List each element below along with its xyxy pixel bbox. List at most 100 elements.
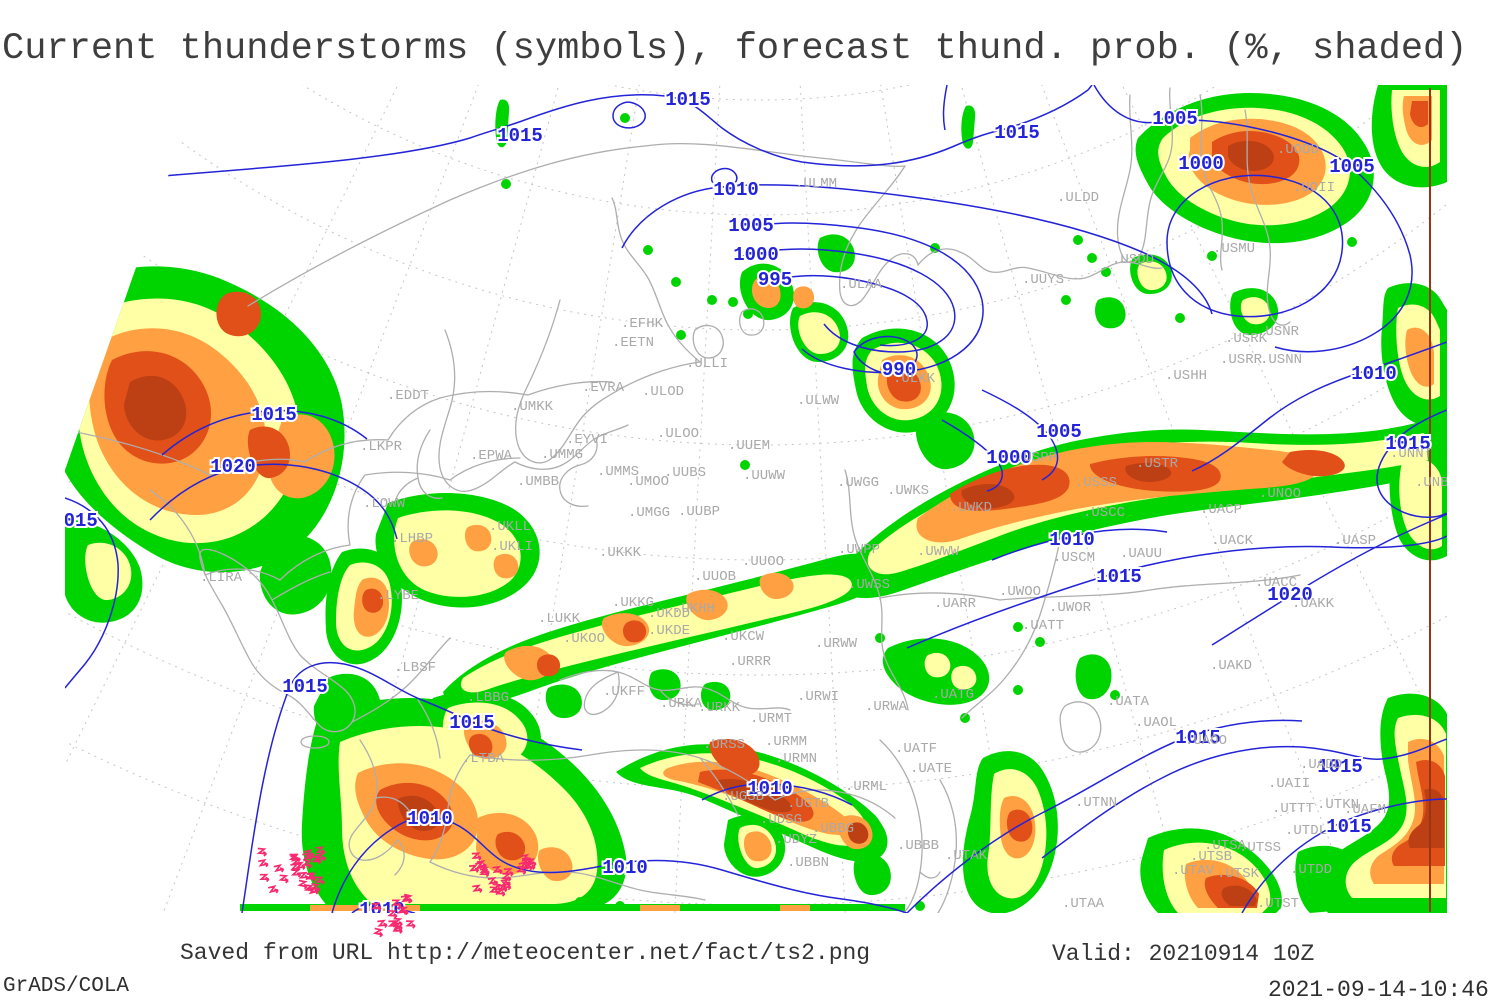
station-label: .UTKN <box>1317 797 1359 813</box>
isobar-label: 1000 <box>733 244 779 266</box>
station-label: .UKDD <box>648 606 690 622</box>
coastline <box>348 699 441 876</box>
station-label: .UATA <box>1107 694 1150 710</box>
station-label: .UUOB <box>694 569 736 585</box>
isobar-label: 1010 <box>1049 529 1095 551</box>
prob-region-g <box>1013 685 1023 695</box>
station-label: .UARR <box>934 596 977 612</box>
coastline <box>838 165 919 307</box>
grads-credit: GrADS/COLA <box>3 975 130 998</box>
isobar-label: 1015 <box>1175 727 1221 749</box>
prob-region-o <box>780 905 810 911</box>
station-label: .LYBE <box>377 588 419 604</box>
station-label: .URML <box>845 779 887 795</box>
station-label: .UKHH <box>673 601 715 617</box>
coastline <box>644 142 906 168</box>
station-label: .UTSK <box>1217 866 1260 882</box>
coastline <box>1244 109 1291 326</box>
station-label: .UATF <box>895 741 937 757</box>
station-label: .USSS <box>1075 475 1117 491</box>
station-label: .UUYS <box>1022 272 1064 288</box>
prob-region-r <box>1282 450 1345 477</box>
prob-region-g <box>643 245 653 255</box>
station-label: .ULKK <box>893 371 936 387</box>
station-label: .UMMG <box>541 447 583 463</box>
valid-time-text: Valid: 20210914 10Z <box>1052 941 1315 967</box>
coastline <box>699 757 896 819</box>
station-label: .UWGG <box>837 475 879 491</box>
station-label: .UTDL <box>1285 823 1327 839</box>
station-label: .LKPR <box>360 439 403 455</box>
storm-symbol <box>257 858 270 869</box>
station-label: .UWKS <box>887 483 929 499</box>
isobar-label: 1010 <box>713 179 759 201</box>
prob-region-g <box>875 633 885 643</box>
station-label: .UADD <box>1300 757 1342 773</box>
station-label: .USNN <box>1260 352 1302 368</box>
prob-region-g <box>1347 237 1357 247</box>
page-title: Current thunderstorms (symbols), forecas… <box>2 28 1468 70</box>
station-label: .UTAK <box>945 848 988 864</box>
prob-region-g <box>817 234 855 273</box>
isobar-line <box>710 167 738 188</box>
station-label: .USTR <box>1136 456 1179 472</box>
prob-region-g <box>495 99 510 148</box>
isobar-label: 1015 <box>665 89 711 111</box>
isobar-line <box>942 85 948 131</box>
coastline <box>1116 87 1174 264</box>
isobar-line <box>1191 341 1447 472</box>
station-label: .UNNT <box>1390 446 1432 462</box>
station-label: .URWA <box>865 699 908 715</box>
station-label: .UATT <box>1022 618 1064 634</box>
isobar-line <box>1211 513 1447 646</box>
isobar-label: 1015 <box>52 510 98 532</box>
prob-region-d <box>1228 140 1274 172</box>
isobar-label: 990 <box>882 359 916 381</box>
prob-region-r <box>1410 101 1428 128</box>
station-label: .ULMM <box>795 176 837 192</box>
station-label: .USMU <box>1213 241 1255 257</box>
isobar-label: 1010 <box>1351 363 1397 385</box>
isobar-line <box>1166 174 1344 318</box>
prob-region-g <box>545 684 582 719</box>
station-label: .USPP <box>1015 450 1057 466</box>
coastline <box>271 571 451 723</box>
isobar-line <box>729 222 984 374</box>
coastline <box>65 380 613 581</box>
prob-region-g <box>1110 690 1120 700</box>
prob-region-g <box>1087 253 1097 263</box>
isobar-line <box>991 528 1168 561</box>
coastline <box>429 749 776 863</box>
isobar-label: 1005 <box>1152 108 1198 130</box>
isobar-label: 1005 <box>1329 156 1375 178</box>
isobar-line <box>241 661 583 913</box>
station-label: .EYVI <box>566 432 608 448</box>
isobar-label: 1015 <box>994 122 1040 144</box>
graticule-parallel <box>65 85 1447 331</box>
prob-region-g <box>853 854 891 896</box>
prob-region-g <box>1175 313 1185 323</box>
station-label: .UACK <box>1211 533 1254 549</box>
isobar-line <box>1093 85 1413 353</box>
isobar-line <box>1041 738 1447 859</box>
prob-region-o <box>464 524 492 552</box>
station-label: .UKCW <box>722 629 765 645</box>
station-label: .UAOL <box>1135 715 1177 731</box>
prob-region-r <box>362 588 384 613</box>
station-label: .USCC <box>1083 505 1125 521</box>
isobar-label: 1010 <box>602 857 648 879</box>
station-label: .UKKK <box>599 545 642 561</box>
station-label: .URWI <box>797 689 839 705</box>
storm-symbol <box>256 847 268 858</box>
station-label: .LBBG <box>467 690 509 706</box>
prob-region-y <box>1399 458 1442 550</box>
prob-region-g <box>1073 235 1083 245</box>
station-label: .EVRA <box>582 380 625 396</box>
isobar-line <box>906 719 1303 913</box>
storm-symbol <box>376 919 389 930</box>
prob-region-g <box>620 113 630 123</box>
